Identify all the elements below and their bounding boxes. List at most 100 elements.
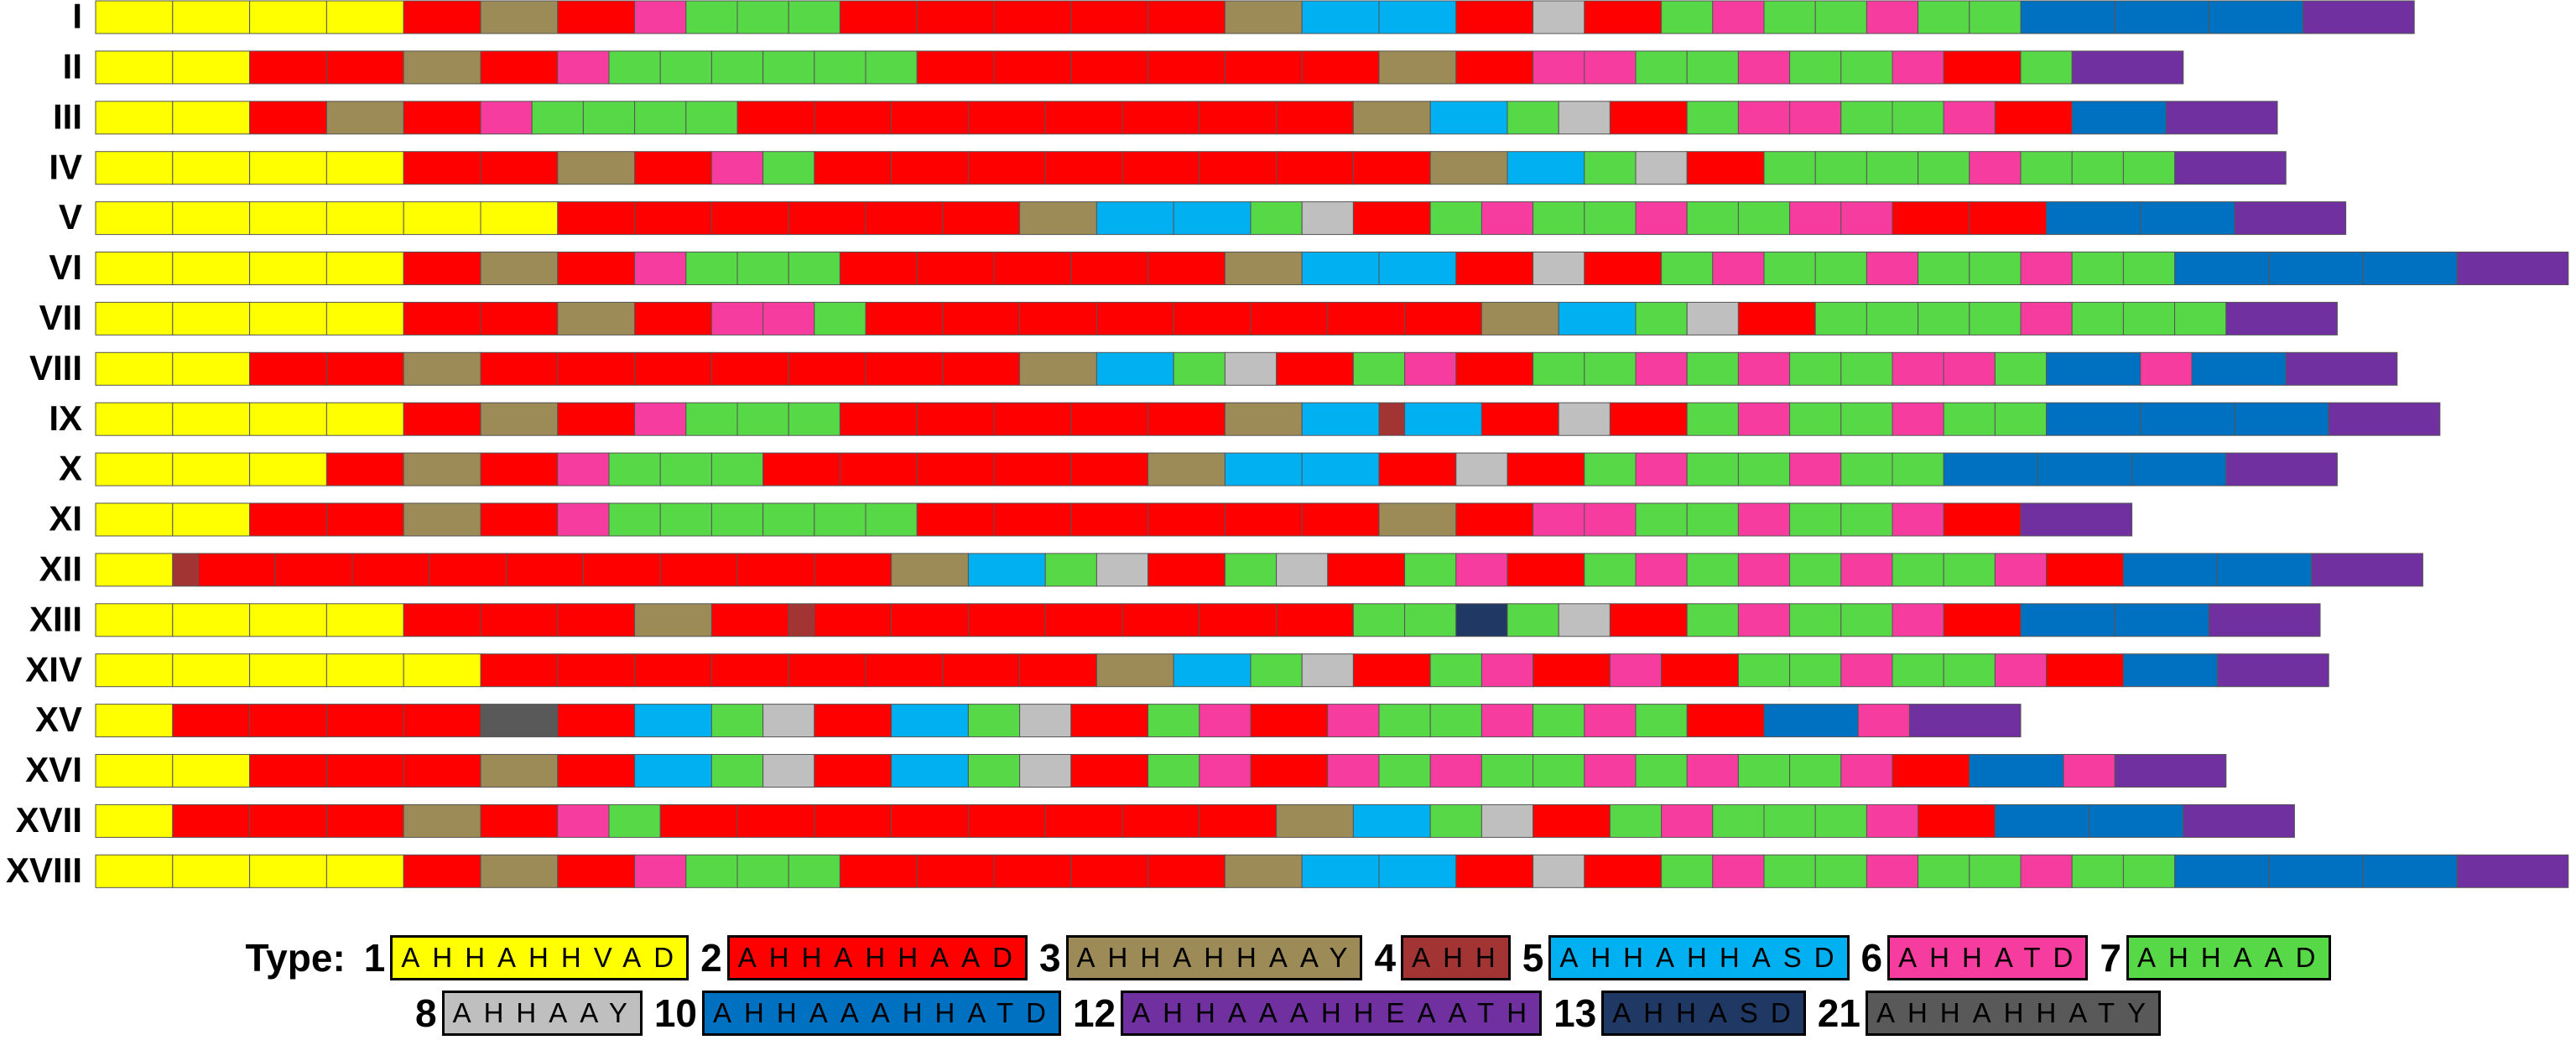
repeat-unit: [1686, 553, 1739, 587]
row-label: XV: [35, 699, 82, 739]
repeat-unit: [249, 803, 327, 838]
repeat-unit: [1686, 301, 1739, 335]
repeat-unit: [1892, 603, 1944, 637]
repeat-unit: [249, 351, 327, 386]
repeat-unit: [1814, 0, 1867, 34]
legend-type: 8: [414, 991, 437, 1035]
repeat-unit: [249, 0, 327, 34]
repeat-unit: [403, 502, 481, 537]
repeat-unit: [1019, 301, 1097, 335]
repeat-unit: [1173, 201, 1252, 236]
repeat-unit: [480, 201, 559, 236]
repeat-unit: [1866, 0, 1919, 34]
repeat-unit: [1686, 502, 1739, 537]
repeat-unit: [480, 452, 559, 486]
row-label: VIII: [29, 348, 82, 387]
legend-type: 1: [363, 936, 386, 980]
repeat-unit: [1840, 101, 1893, 135]
repeat-unit: [480, 603, 559, 637]
repeat-unit: [325, 402, 404, 436]
repeat-unit: [1199, 101, 1278, 135]
repeat-unit: [1044, 803, 1123, 838]
repeat-unit: [1533, 351, 1585, 386]
repeat-unit: [710, 301, 764, 335]
repeat-unit: [1892, 351, 1944, 386]
repeat-unit: [814, 603, 892, 637]
repeat-unit: [2191, 351, 2287, 386]
repeat-unit: [172, 653, 251, 688]
repeat-unit: [2268, 854, 2364, 888]
repeat-unit: [1892, 553, 1944, 587]
repeat-unit: [480, 704, 559, 738]
repeat-unit: [403, 754, 481, 788]
repeat-unit: [634, 252, 687, 285]
repeat-unit: [1173, 351, 1226, 386]
repeat-unit: [839, 452, 918, 486]
repeat-unit: [95, 603, 174, 637]
repeat-unit: [1481, 301, 1559, 335]
repeat-unit: [1969, 301, 2022, 335]
repeat-unit: [1533, 754, 1585, 788]
repeat-unit: [1635, 301, 1688, 335]
repeat-unit: [557, 704, 636, 738]
repeat-unit: [557, 603, 636, 637]
repeat-unit: [1224, 452, 1303, 486]
repeat-unit: [1044, 101, 1123, 135]
repeat-unit: [685, 402, 738, 436]
repeat-unit: [557, 50, 610, 85]
repeat-unit: [249, 301, 327, 335]
repeat-unit: [1908, 704, 2022, 738]
repeat-unit: [1686, 704, 1765, 738]
repeat-unit: [2020, 151, 2073, 185]
legend-type: 12: [1072, 991, 1116, 1035]
legend-item: 12 AHHAAAHHEAATH: [1072, 991, 1543, 1036]
repeat-unit: [1789, 502, 1842, 537]
repeat-unit: [2285, 351, 2398, 386]
repeat-unit: [1147, 854, 1226, 888]
repeat-unit: [1737, 301, 1816, 335]
legend-title: Type:: [245, 936, 346, 980]
repeat-unit: [325, 151, 404, 185]
repeat-unit: [1969, 0, 2022, 34]
repeat-unit: [403, 653, 481, 688]
repeat-unit: [1378, 754, 1431, 788]
repeat-unit: [1404, 301, 1482, 335]
repeat-unit: [403, 252, 481, 285]
repeat-unit: [1455, 252, 1534, 285]
repeat-unit: [2037, 452, 2133, 486]
repeat-unit: [172, 351, 251, 386]
repeat-unit: [967, 151, 1046, 185]
repeat-unit: [1481, 754, 1534, 788]
row-label: V: [59, 197, 82, 237]
repeat-unit: [1763, 252, 1816, 285]
repeat-unit: [942, 201, 1021, 236]
repeat-unit: [1147, 452, 1226, 486]
row-label: XI: [49, 499, 82, 538]
repeat-unit: [325, 854, 404, 888]
repeat-unit: [1866, 854, 1919, 888]
repeat-unit: [788, 0, 840, 34]
repeat-unit: [95, 50, 174, 85]
repeat-unit: [1095, 201, 1174, 236]
row-label: XIII: [29, 599, 82, 638]
repeat-unit: [2362, 854, 2458, 888]
repeat-unit: [1943, 50, 2022, 85]
repeat-unit: [1327, 704, 1380, 738]
legend-motif: AHHAAD: [2126, 935, 2331, 980]
repeat-unit: [325, 0, 404, 34]
repeat-unit: [172, 252, 251, 285]
repeat-unit: [1301, 402, 1380, 436]
repeat-unit: [2208, 0, 2304, 34]
repeat-unit: [891, 603, 969, 637]
repeat-unit: [2328, 402, 2441, 436]
repeat-unit: [634, 0, 687, 34]
repeat-unit: [659, 50, 712, 85]
repeat-unit: [634, 754, 712, 788]
repeat-unit: [2183, 803, 2295, 838]
legend-type: 13: [1553, 991, 1597, 1035]
repeat-unit: [1789, 603, 1842, 637]
repeat-unit: [1378, 704, 1431, 738]
repeat-unit: [197, 553, 276, 587]
repeat-unit: [249, 50, 327, 85]
repeat-unit: [2174, 252, 2270, 285]
